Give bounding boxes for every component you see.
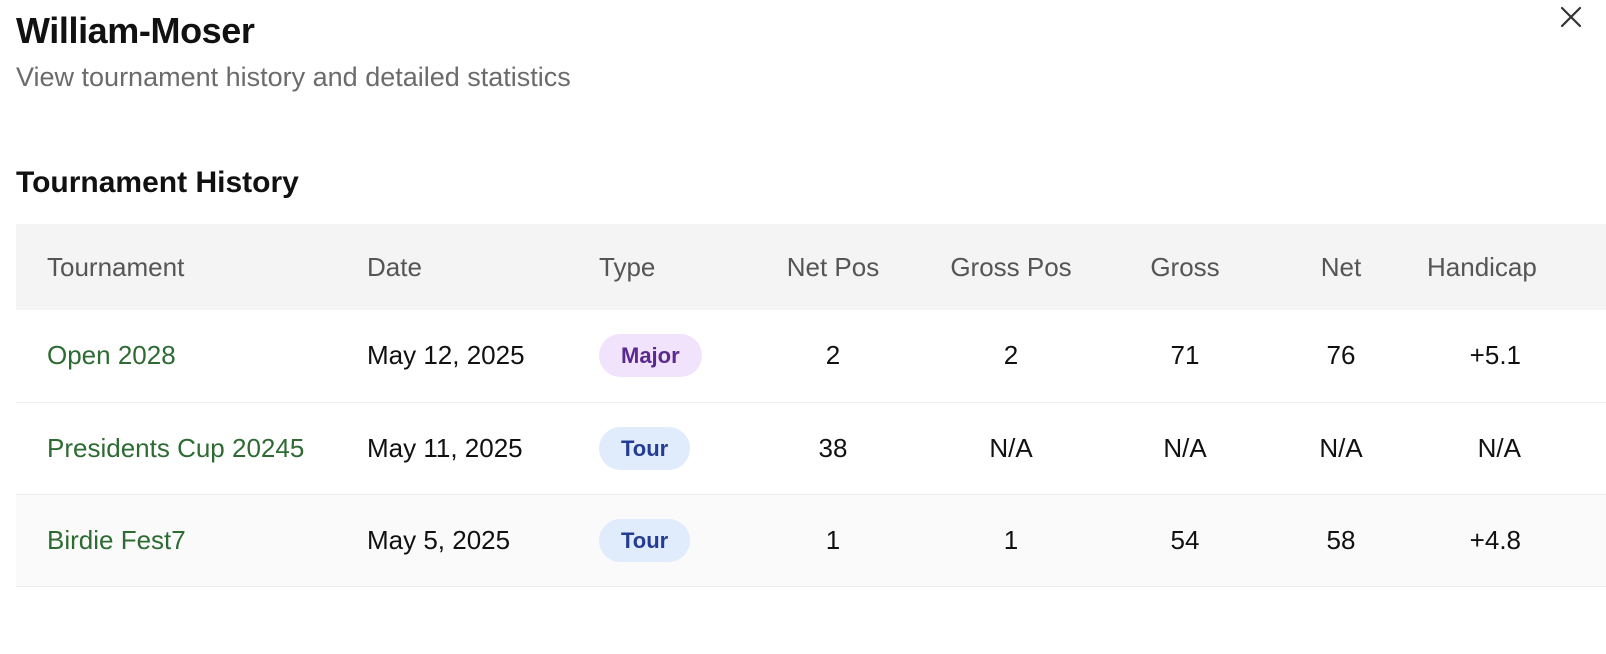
gross-pos-cell: 2 [1003,340,1019,371]
section-title-tournament-history: Tournament History [16,166,299,199]
table-row: Birdie Fest7 May 5, 2025 Tour 1 1 54 58 … [16,494,1606,586]
gross-cell: 71 [1170,340,1200,371]
table-header-row: Tournament Date Type Net Pos Gross Pos G… [16,224,1606,310]
net-pos-cell: 38 [818,432,848,463]
date-cell: May 11, 2025 [367,432,523,463]
net-pos-cell: 1 [825,524,841,555]
tournament-history-table-container[interactable]: Tournament Date Type Net Pos Gross Pos G… [16,224,1606,587]
column-header-gross: Gross [1150,251,1220,282]
dialog-title: William-Moser [16,10,255,51]
type-badge-major: Major [599,334,702,378]
dialog-subtitle: View tournament history and detailed sta… [16,62,571,92]
column-header-net: Net [1320,251,1362,282]
gross-cell: N/A [1163,432,1207,463]
column-header-date: Date [367,251,422,282]
net-cell: N/A [1319,432,1363,463]
table-row: Open 2028 May 12, 2025 Major 2 2 71 76 +… [16,310,1606,402]
column-header-tournament: Tournament [47,251,185,282]
tournament-history-table: Tournament Date Type Net Pos Gross Pos G… [16,224,1606,587]
gross-cell: 54 [1170,524,1200,555]
date-cell: May 5, 2025 [367,524,511,555]
gross-pos-cell: 1 [1003,524,1019,555]
net-cell: 58 [1326,524,1356,555]
type-badge-tour: Tour [599,518,691,562]
column-header-gross-pos: Gross Pos [950,251,1072,282]
net-pos-cell: 2 [825,340,841,371]
handicap-cell: +5.1 [1469,340,1521,371]
column-header-type: Type [599,251,656,282]
date-cell: May 12, 2025 [367,340,525,371]
table-row: Presidents Cup 20245 May 11, 2025 Tour 3… [16,402,1606,494]
gross-pos-cell: N/A [989,432,1033,463]
type-badge-tour: Tour [599,426,691,470]
tournament-link[interactable]: Presidents Cup 20245 [47,432,305,463]
close-icon [1560,6,1582,28]
column-header-net-pos: Net Pos [786,251,880,282]
tournament-link[interactable]: Birdie Fest7 [47,524,186,555]
handicap-cell: +4.8 [1469,524,1521,555]
tournament-link[interactable]: Open 2028 [47,340,176,371]
column-header-handicap: Handicap [1427,251,1537,282]
close-button[interactable] [1556,2,1586,32]
net-cell: 76 [1326,340,1356,371]
handicap-cell: N/A [1477,432,1521,463]
